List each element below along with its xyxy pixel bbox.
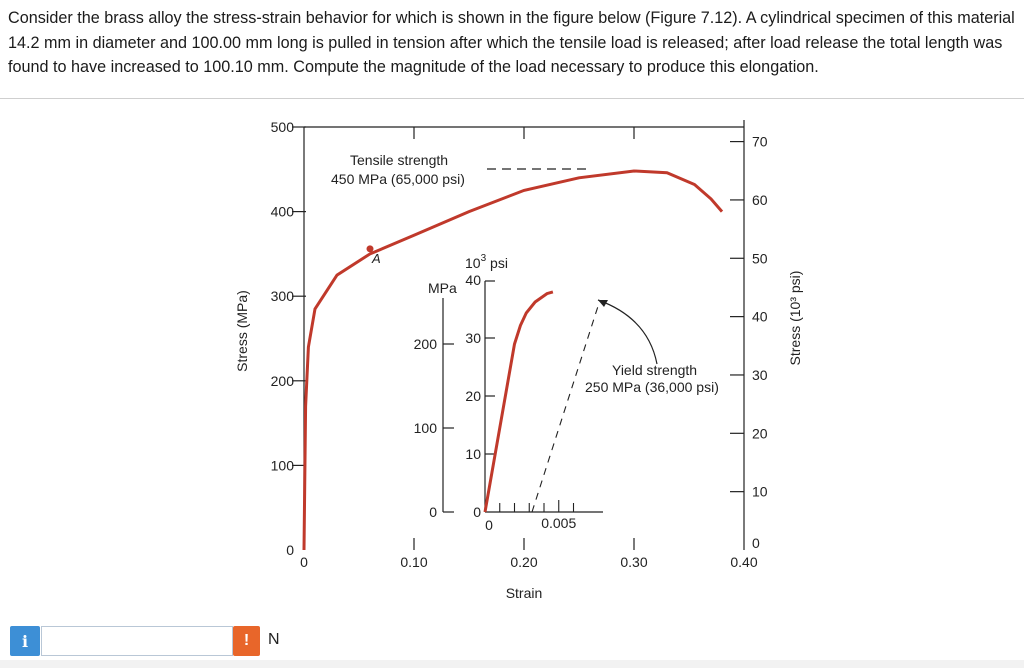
inset-mpa-label: MPa (428, 280, 457, 296)
main-y2-tick-label-50: 50 (752, 250, 768, 266)
main-y2-tick-label-0: 0 (752, 535, 760, 551)
inset-mpa-tick-label-0: 0 (429, 504, 437, 520)
main-y-tick-label-500: 500 (271, 119, 295, 135)
main-y2-tick-label-10: 10 (752, 484, 768, 500)
inset-psi-label: 103 psi (465, 253, 508, 271)
main-y2-tick-label-40: 40 (752, 309, 768, 325)
inset-psi-tick-label-10: 10 (465, 446, 481, 462)
yield-strength-label-1: Yield strength (612, 362, 697, 378)
main-y2-tick-label-70: 70 (752, 134, 768, 150)
inset-psi-tick-label-20: 20 (465, 388, 481, 404)
point-a-label: A (371, 251, 381, 266)
question-text: Consider the brass alloy the stress-stra… (8, 9, 1015, 77)
question-divider (0, 98, 1024, 99)
tensile-strength-label-2: 450 MPa (65,000 psi) (331, 171, 465, 187)
main-y-axis-label: Stress (MPa) (234, 290, 250, 372)
main-x-tick-label-0.2: 0.20 (510, 554, 537, 570)
main-y-tick-label-0: 0 (286, 542, 294, 558)
inset-offset-line (531, 299, 601, 513)
inset-psi-label-base: 10 (465, 255, 481, 271)
yield-strength-label-2: 250 MPa (36,000 psi) (585, 379, 719, 395)
inset-psi-label-unit: psi (486, 255, 508, 271)
main-y2-tick-label-60: 60 (752, 192, 768, 208)
inset-psi-tick-label-0: 0 (473, 504, 481, 520)
main-stress-strain-curve (302, 169, 724, 551)
main-x-axis-label: Strain (506, 585, 543, 601)
main-y2-axis-label: Stress (10³ psi) (787, 271, 803, 366)
info-icon[interactable]: i (10, 626, 40, 656)
warning-icon[interactable]: ! (233, 626, 260, 656)
main-x-tick-label-0.1: 0.10 (400, 554, 427, 570)
main-y2-tick-label-20: 20 (752, 425, 768, 441)
footer-strip (0, 660, 1024, 668)
inset-x-tick-label-0005: 0.005 (541, 515, 576, 531)
inset-x-tick-label-0: 0 (485, 517, 493, 533)
main-x-tick-label-0.3: 0.30 (620, 554, 647, 570)
main-y-tick-label-100: 100 (271, 457, 295, 473)
main-y-tick-label-200: 200 (271, 373, 295, 389)
inset-psi-tick-label-30: 30 (465, 330, 481, 346)
inset-mpa-tick-label-100: 100 (414, 420, 438, 436)
main-x-tick-label-0: 0 (300, 554, 308, 570)
tensile-strength-label-1: Tensile strength (350, 152, 448, 168)
main-y-tick-label-400: 400 (271, 204, 295, 220)
inset-stress-strain-curve (483, 290, 554, 513)
answer-bar: i ! N (0, 626, 1024, 668)
inset-mpa-tick-label-200: 200 (414, 336, 438, 352)
inset-psi-tick-label-40: 40 (465, 272, 481, 288)
point-a-marker (366, 245, 374, 253)
main-x-tick-label-0.4: 0.40 (730, 554, 757, 570)
yield-arrow-head (598, 300, 608, 307)
unit-label: N (268, 631, 280, 648)
main-y2-tick-label-30: 30 (752, 367, 768, 383)
yield-arrow (597, 299, 658, 365)
main-y-tick-label-300: 300 (271, 288, 295, 304)
answer-input[interactable] (41, 626, 233, 656)
inset-psi-label-exp: 3 (481, 253, 487, 264)
